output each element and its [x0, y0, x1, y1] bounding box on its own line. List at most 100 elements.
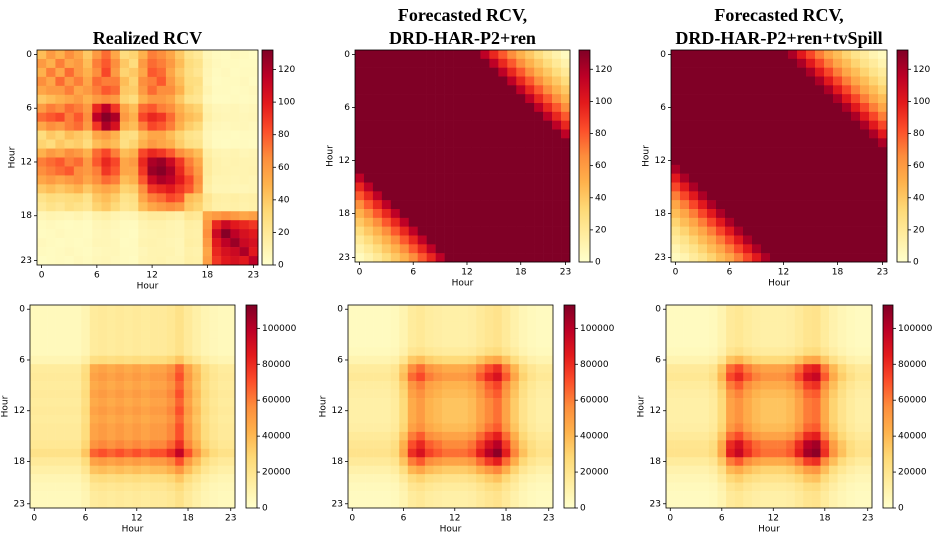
cell: [467, 372, 477, 382]
cell: [717, 482, 727, 492]
cell: [788, 244, 798, 254]
cell: [372, 156, 383, 166]
cell: [516, 111, 526, 121]
cell: [165, 103, 176, 114]
cell: [869, 235, 879, 245]
cell: [373, 372, 383, 382]
x-tick-label: 23: [248, 271, 259, 281]
cell: [73, 130, 84, 140]
cell: [426, 226, 436, 236]
cell: [123, 381, 133, 390]
cell: [820, 338, 830, 348]
cell: [101, 202, 111, 212]
cell: [217, 474, 227, 483]
cell: [860, 129, 870, 139]
cell: [507, 217, 517, 227]
cell: [788, 209, 798, 219]
cell: [129, 229, 139, 239]
cell: [716, 147, 726, 157]
cell: [230, 85, 240, 96]
chart-title: Realized RCV: [93, 28, 202, 48]
cell: [516, 253, 526, 263]
cell: [786, 499, 796, 509]
cell: [833, 138, 843, 148]
cell: [680, 103, 690, 113]
cell: [707, 217, 717, 227]
cell: [407, 491, 417, 500]
cell: [373, 423, 383, 433]
cell: [476, 381, 485, 390]
cell: [779, 111, 789, 121]
cell: [518, 305, 528, 314]
cell: [777, 398, 787, 407]
cell: [166, 381, 176, 390]
cell: [183, 491, 193, 500]
cell: [106, 372, 116, 382]
cell: [450, 372, 460, 382]
cell: [73, 121, 84, 131]
cell: [72, 440, 82, 450]
cell: [671, 200, 681, 210]
cell: [462, 182, 472, 192]
cell: [399, 355, 409, 365]
cell: [725, 209, 735, 219]
cell: [535, 338, 545, 348]
cell: [149, 423, 159, 433]
cell: [878, 67, 888, 77]
cell: [248, 76, 259, 87]
cell: [175, 381, 185, 390]
cell: [72, 448, 82, 458]
cell: [671, 76, 681, 86]
cell: [158, 406, 167, 416]
cell: [230, 211, 240, 221]
cell: [183, 381, 193, 390]
cell: [119, 211, 130, 221]
cell: [666, 305, 675, 314]
cell: [30, 347, 39, 357]
cell: [561, 111, 571, 121]
cell: [426, 209, 436, 219]
cell: [156, 85, 167, 96]
cell: [516, 94, 526, 104]
cell: [30, 313, 39, 323]
cell: [175, 474, 185, 483]
cell: [55, 193, 65, 203]
cell: [426, 217, 436, 227]
cell: [390, 414, 400, 424]
cell: [37, 112, 47, 122]
cell: [147, 175, 158, 185]
cell: [101, 193, 111, 203]
cell: [166, 465, 176, 475]
cell: [788, 191, 798, 201]
cell: [761, 235, 771, 245]
cell: [55, 202, 65, 212]
cell: [698, 191, 708, 201]
cell: [230, 67, 240, 78]
cell: [666, 423, 675, 433]
cell: [83, 229, 93, 239]
cell: [175, 50, 185, 60]
cell: [863, 457, 873, 467]
cell: [184, 247, 194, 257]
cell: [166, 347, 176, 357]
cell: [671, 182, 681, 192]
cell: [467, 381, 477, 390]
cell: [390, 67, 401, 77]
cell: [221, 184, 231, 194]
cell: [200, 414, 210, 424]
cell: [106, 355, 116, 365]
cell: [209, 440, 219, 450]
cell: [444, 173, 454, 183]
cell: [89, 474, 99, 483]
cell: [390, 200, 401, 210]
cell: [544, 381, 554, 390]
cell: [480, 94, 490, 104]
cell: [837, 347, 847, 357]
cell: [786, 355, 796, 365]
cell: [863, 465, 873, 475]
cell: [217, 423, 227, 433]
cell: [734, 58, 744, 68]
cell: [408, 50, 419, 60]
cell: [64, 121, 75, 131]
cell: [83, 112, 93, 122]
